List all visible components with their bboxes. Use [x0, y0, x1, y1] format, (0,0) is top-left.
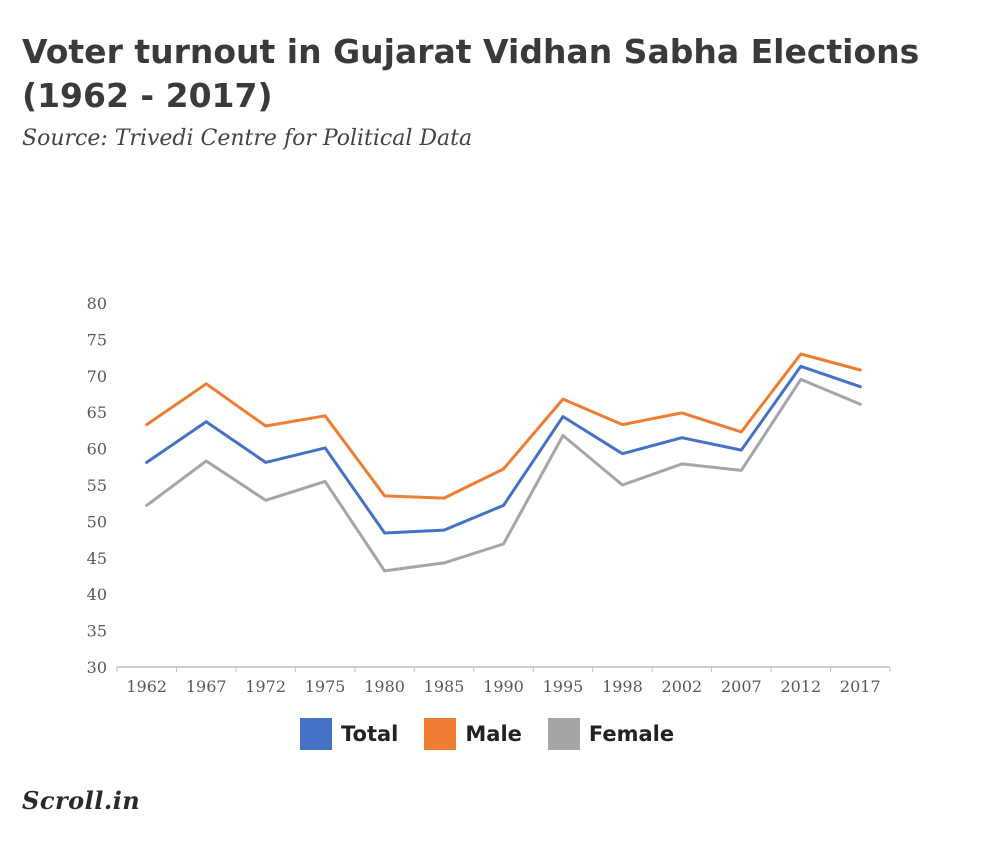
x-tick-label: 2012: [780, 677, 821, 696]
y-tick-label: 75: [87, 330, 107, 349]
x-tick-label: 1998: [602, 677, 643, 696]
legend-label-female: Female: [588, 722, 675, 746]
legend-swatch-total: [300, 718, 332, 750]
series-line-female: [145, 377, 862, 573]
legend-item-male: Male: [424, 718, 522, 750]
x-tick-label: 2002: [662, 677, 703, 696]
y-tick-label: 35: [87, 622, 107, 641]
x-tick-label: 1995: [543, 677, 584, 696]
x-tick-label: 2017: [840, 677, 881, 696]
y-tick-label: 45: [87, 549, 107, 568]
x-tick-label: 1985: [424, 677, 465, 696]
y-tick-label: 65: [87, 403, 107, 422]
series-line-total: [145, 364, 862, 535]
x-tick-label: 1980: [364, 677, 405, 696]
y-tick-label: 30: [87, 658, 107, 677]
x-tick-label: 1972: [245, 677, 286, 696]
y-tick-label: 80: [87, 294, 107, 313]
legend-item-female: Female: [547, 718, 675, 750]
y-tick-label: 50: [87, 512, 107, 531]
x-tick-label: 1962: [126, 677, 167, 696]
legend-swatch-male: [424, 718, 457, 750]
chart-legend: Total Male Female: [300, 718, 700, 750]
x-tick-label: 1975: [305, 677, 346, 696]
y-tick-label: 40: [87, 585, 107, 604]
legend-item-total: Total: [300, 718, 398, 750]
scroll-logo: Scroll.in: [22, 786, 141, 815]
chart-title: Voter turnout in Gujarat Vidhan Sabha El…: [22, 32, 920, 115]
legend-label-male: Male: [465, 722, 522, 746]
legend-label-total: Total: [341, 722, 399, 746]
x-tick-label: 1990: [483, 677, 524, 696]
series-line-male: [145, 352, 862, 500]
chart-subtitle: Source: Trivedi Centre for Political Dat…: [22, 126, 473, 151]
y-tick-label: 60: [87, 440, 107, 459]
x-tick-label: 1967: [186, 677, 227, 696]
y-tick-label: 70: [87, 367, 107, 386]
x-tick-label: 2007: [721, 677, 762, 696]
legend-swatch-female: [547, 718, 580, 750]
y-tick-label: 55: [87, 476, 107, 495]
